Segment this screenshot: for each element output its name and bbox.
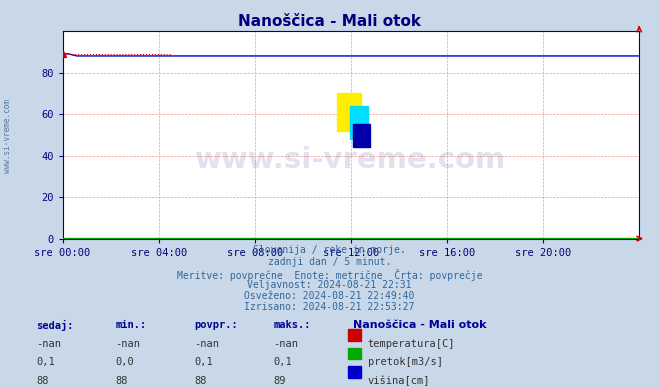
Text: Meritve: povprečne  Enote: metrične  Črta: povprečje: Meritve: povprečne Enote: metrične Črta:… [177,269,482,281]
Text: pretok[m3/s]: pretok[m3/s] [368,357,443,367]
Text: Slovenija / reke in morje.: Slovenija / reke in morje. [253,245,406,255]
Text: www.si-vreme.com: www.si-vreme.com [195,146,507,174]
Text: maks.:: maks.: [273,320,311,330]
Text: 88: 88 [194,376,207,386]
Bar [353,125,370,147]
Bar [337,94,360,131]
Text: Veljavnost: 2024-08-21 22:31: Veljavnost: 2024-08-21 22:31 [247,280,412,290]
Text: Osveženo: 2024-08-21 22:49:40: Osveženo: 2024-08-21 22:49:40 [244,291,415,301]
Text: 0,1: 0,1 [273,357,292,367]
Bar [351,106,368,139]
Text: min.:: min.: [115,320,146,330]
Text: 0,1: 0,1 [36,357,55,367]
Text: višina[cm]: višina[cm] [368,376,430,386]
Text: -nan: -nan [194,339,219,349]
Text: -nan: -nan [273,339,299,349]
Text: 88: 88 [115,376,128,386]
Text: Nanoščica - Mali otok: Nanoščica - Mali otok [238,14,421,29]
Text: www.si-vreme.com: www.si-vreme.com [3,99,13,173]
Text: 0,0: 0,0 [115,357,134,367]
Text: temperatura[C]: temperatura[C] [368,339,455,349]
Text: sedaj:: sedaj: [36,320,74,331]
Text: zadnji dan / 5 minut.: zadnji dan / 5 minut. [268,257,391,267]
Text: 89: 89 [273,376,286,386]
Text: povpr.:: povpr.: [194,320,238,330]
Text: 0,1: 0,1 [194,357,213,367]
Text: 88: 88 [36,376,49,386]
Text: -nan: -nan [115,339,140,349]
Text: Izrisano: 2024-08-21 22:53:27: Izrisano: 2024-08-21 22:53:27 [244,302,415,312]
Text: Nanoščica - Mali otok: Nanoščica - Mali otok [353,320,486,330]
Text: -nan: -nan [36,339,61,349]
